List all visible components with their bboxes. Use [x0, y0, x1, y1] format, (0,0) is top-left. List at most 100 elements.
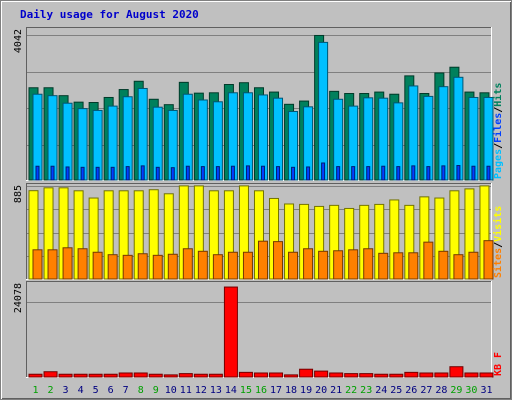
bar-sites-day-26 — [408, 252, 419, 280]
x-tick-label-day-26: 26 — [405, 385, 417, 396]
bar-pages-day-31 — [486, 165, 491, 181]
bar-pages-day-22 — [351, 166, 356, 181]
bar-pages-day-5 — [95, 166, 100, 181]
x-tick-label-day-17: 17 — [270, 385, 282, 396]
bar-kb-f-day-9 — [148, 373, 163, 378]
bar-sites-day-18 — [288, 251, 299, 280]
bar-kb-f-day-21 — [329, 372, 344, 378]
bar-kb-f-day-3 — [58, 373, 73, 378]
x-tick-label-day-30: 30 — [465, 385, 477, 396]
bar-sites-day-13 — [212, 254, 223, 280]
bar-kb-f-day-24 — [374, 373, 389, 378]
bar-pages-day-9 — [155, 166, 160, 181]
bar-kb-f-day-11 — [178, 373, 193, 378]
bar-pages-day-10 — [170, 167, 175, 181]
x-tick-label-day-18: 18 — [285, 385, 297, 396]
bar-kb-f-day-15 — [238, 371, 253, 378]
bar-sites-day-1 — [32, 249, 43, 280]
bar-kb-f-day-30 — [464, 372, 479, 378]
x-tick-label-day-29: 29 — [450, 385, 462, 396]
bar-kb-f-day-23 — [359, 373, 374, 378]
x-tick-label-day-27: 27 — [420, 385, 432, 396]
bar-sites-day-15 — [242, 251, 253, 280]
bar-pages-day-25 — [396, 166, 401, 181]
bar-kb-f-day-14 — [223, 286, 238, 378]
x-tick-label-day-22: 22 — [345, 385, 357, 396]
panel-legend: Pages/Files/Hits — [492, 83, 504, 179]
legend-separator: / — [493, 242, 504, 248]
bar-files-day-20 — [318, 41, 329, 181]
bar-kb-f-day-25 — [389, 373, 404, 378]
bar-pages-day-4 — [80, 166, 85, 181]
bar-sites-day-8 — [137, 253, 148, 280]
x-tick-label-day-1: 1 — [32, 385, 38, 396]
bar-pages-day-24 — [381, 165, 386, 181]
bar-kb-f-day-6 — [103, 373, 118, 378]
bar-kb-f-day-7 — [118, 372, 133, 378]
bar-sites-day-16 — [257, 240, 268, 280]
x-tick-label-day-15: 15 — [240, 385, 252, 396]
bar-pages-day-6 — [110, 166, 115, 181]
bar-pages-day-17 — [276, 166, 281, 181]
bar-sites-day-27 — [423, 241, 434, 280]
bar-pages-day-28 — [441, 165, 446, 181]
x-tick-label-day-21: 21 — [330, 385, 342, 396]
bar-sites-day-29 — [453, 254, 464, 280]
bar-kb-f-day-31 — [479, 372, 494, 378]
bar-pages-day-30 — [471, 165, 476, 181]
bar-pages-day-20 — [321, 162, 326, 181]
bar-kb-f-day-13 — [208, 373, 223, 378]
legend-pages: Pages — [493, 149, 504, 179]
bar-pages-day-11 — [185, 165, 190, 181]
x-tick-label-day-23: 23 — [360, 385, 372, 396]
panel-legend: Sites/Visits — [492, 206, 504, 278]
bar-sites-day-6 — [107, 254, 118, 280]
bar-pages-day-15 — [245, 165, 250, 181]
x-tick-label-day-28: 28 — [435, 385, 447, 396]
bar-kb-f-day-19 — [299, 368, 314, 378]
legend-hits: Hits — [492, 83, 504, 107]
legend-files: Files — [492, 113, 504, 143]
bar-sites-day-11 — [182, 248, 193, 280]
panel-kbytes: 24078 KB F — [13, 281, 504, 378]
bar-kb-f-day-17 — [269, 372, 284, 378]
bar-sites-day-21 — [333, 250, 344, 280]
panel-max-label: 4042 — [13, 29, 24, 53]
x-tick-label-day-4: 4 — [78, 385, 84, 396]
bar-sites-day-14 — [227, 251, 238, 280]
x-tick-label-day-13: 13 — [210, 385, 222, 396]
bar-sites-day-4 — [77, 248, 88, 280]
x-tick-label-day-16: 16 — [255, 385, 267, 396]
bar-sites-day-2 — [47, 249, 58, 280]
x-tick-label-day-25: 25 — [390, 385, 402, 396]
x-tick-label-day-20: 20 — [315, 385, 327, 396]
chart-title: Daily usage for August 2020 — [20, 8, 199, 21]
bar-pages-day-12 — [200, 166, 205, 181]
bar-sites-day-9 — [152, 254, 163, 280]
bar-pages-day-16 — [260, 165, 265, 181]
legend-separator: / — [493, 143, 504, 149]
bar-sites-day-12 — [197, 250, 208, 280]
bar-pages-day-14 — [230, 165, 235, 181]
bar-pages-day-18 — [291, 166, 296, 181]
bar-kb-f-day-16 — [253, 372, 268, 378]
bar-files-day-29 — [453, 76, 464, 181]
legend-sites: Sites — [492, 248, 504, 278]
bar-sites-day-7 — [122, 254, 133, 280]
panel-background — [26, 281, 492, 378]
panel-max-label: 885 — [13, 185, 24, 203]
x-tick-label-day-2: 2 — [48, 385, 54, 396]
legend-visits: Visits — [492, 206, 504, 242]
x-tick-label-day-19: 19 — [300, 385, 312, 396]
bar-kb-f-day-26 — [404, 371, 419, 378]
bar-kb-f-day-22 — [344, 373, 359, 378]
bar-kb-f-day-27 — [419, 372, 434, 378]
x-tick-label-day-8: 8 — [138, 385, 144, 396]
bar-pages-day-27 — [426, 166, 431, 181]
bar-pages-day-26 — [411, 165, 416, 181]
bar-sites-day-3 — [62, 247, 73, 280]
x-tick-label-day-7: 7 — [123, 385, 129, 396]
bar-sites-day-23 — [363, 248, 374, 280]
